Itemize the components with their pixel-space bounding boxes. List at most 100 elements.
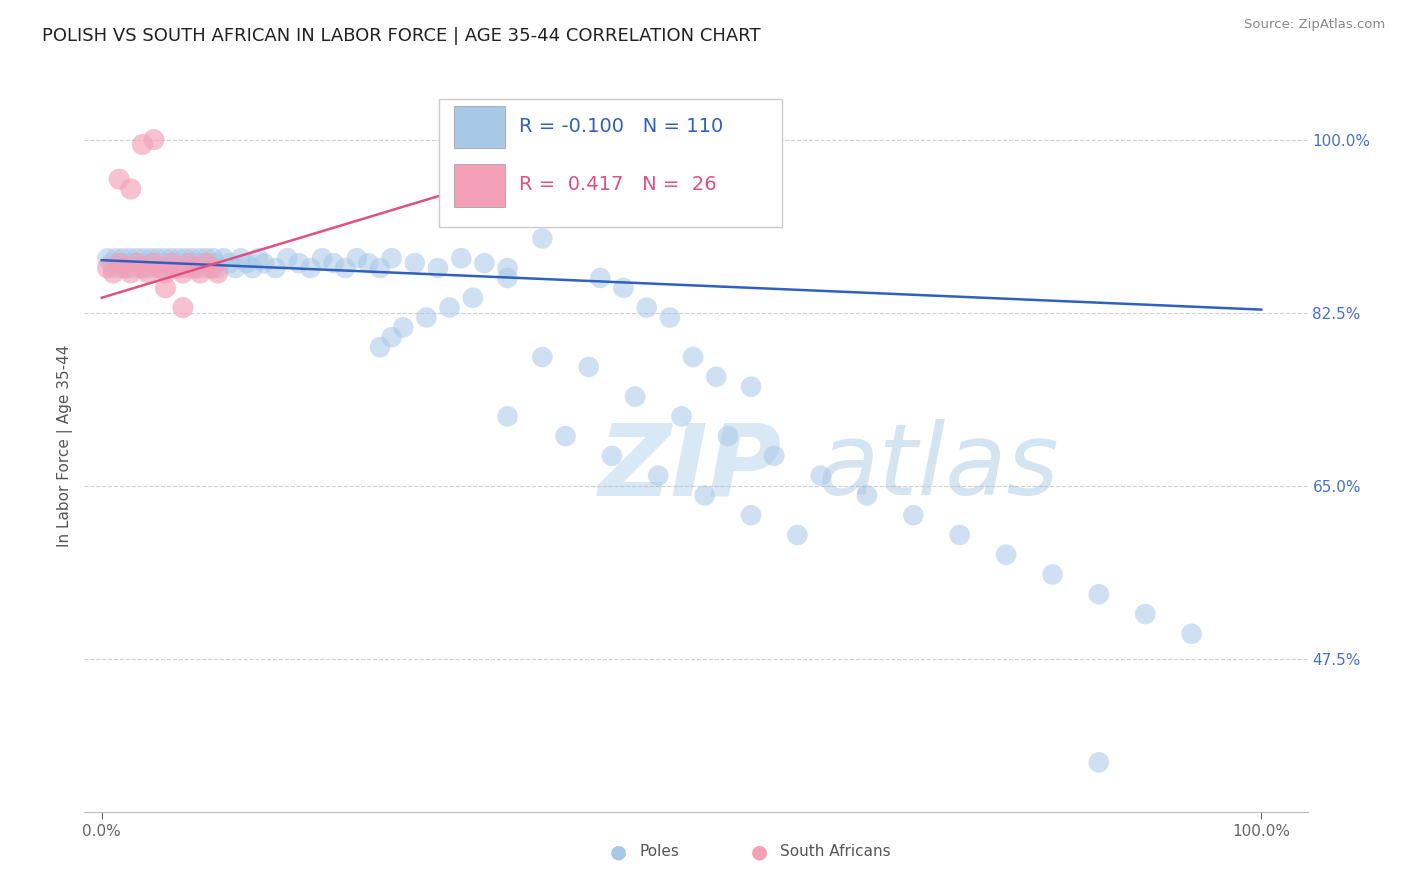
Point — [1135, 607, 1157, 621]
Point — [1088, 756, 1111, 770]
Point — [103, 261, 125, 276]
Point — [496, 261, 519, 276]
Point — [172, 261, 194, 276]
Point — [146, 251, 169, 265]
Point — [195, 256, 218, 270]
Point — [1181, 627, 1204, 641]
Point — [162, 256, 184, 270]
Point — [276, 251, 298, 265]
Point — [114, 256, 136, 270]
Point — [121, 256, 143, 270]
Point — [135, 256, 157, 270]
Point — [995, 548, 1018, 562]
Point — [439, 301, 461, 315]
Point — [183, 256, 205, 270]
Point — [658, 310, 681, 325]
Point — [195, 251, 218, 265]
FancyBboxPatch shape — [439, 98, 782, 227]
Point — [578, 359, 600, 374]
Point — [204, 256, 226, 270]
Point — [197, 256, 219, 270]
Point — [693, 488, 716, 502]
Point — [740, 380, 762, 394]
Point — [201, 261, 224, 276]
Point — [131, 137, 153, 152]
Point — [160, 251, 183, 265]
Point — [108, 256, 131, 270]
Point — [415, 310, 437, 325]
Text: atlas: atlas — [818, 419, 1060, 516]
Point — [128, 256, 150, 270]
Text: South Africans: South Africans — [780, 845, 891, 859]
Point — [224, 261, 246, 276]
Point — [149, 261, 172, 276]
Point — [682, 350, 704, 364]
Point — [357, 256, 380, 270]
Point — [1042, 567, 1064, 582]
Point — [139, 251, 162, 265]
Point — [496, 409, 519, 424]
Point — [392, 320, 415, 334]
Point — [704, 369, 727, 384]
Point — [253, 256, 276, 270]
Point — [172, 301, 194, 315]
Point — [131, 261, 153, 276]
Text: Poles: Poles — [640, 845, 679, 859]
Point — [125, 256, 148, 270]
Point — [169, 256, 191, 270]
Text: POLISH VS SOUTH AFRICAN IN LABOR FORCE | AGE 35-44 CORRELATION CHART: POLISH VS SOUTH AFRICAN IN LABOR FORCE |… — [42, 27, 761, 45]
Point — [125, 251, 148, 265]
Point — [114, 261, 136, 276]
Text: ●: ● — [610, 842, 627, 862]
Point — [589, 271, 612, 285]
Point — [474, 256, 496, 270]
Point — [647, 468, 669, 483]
Point — [1088, 587, 1111, 601]
Point — [136, 261, 159, 276]
Point — [671, 409, 693, 424]
Point — [381, 251, 404, 265]
Point — [142, 132, 165, 146]
Text: ZIP: ZIP — [598, 419, 782, 516]
Point — [107, 256, 129, 270]
Point — [166, 261, 188, 276]
Point — [120, 182, 142, 196]
Point — [264, 261, 287, 276]
Point — [100, 256, 122, 270]
Point — [763, 449, 786, 463]
Point — [183, 261, 205, 276]
Point — [186, 261, 208, 276]
Point — [346, 251, 368, 265]
Point — [786, 528, 808, 542]
Point — [143, 261, 166, 276]
Point — [311, 251, 333, 265]
Point — [96, 251, 118, 265]
Point — [174, 251, 197, 265]
Point — [103, 266, 125, 280]
Point — [129, 261, 152, 276]
Point — [96, 261, 118, 276]
Bar — [454, 164, 505, 207]
Text: Source: ZipAtlas.com: Source: ZipAtlas.com — [1244, 18, 1385, 31]
Point — [531, 231, 554, 245]
Point — [188, 251, 211, 265]
Point — [810, 468, 832, 483]
Point — [624, 390, 647, 404]
Point — [153, 251, 176, 265]
Point — [427, 261, 450, 276]
Point — [335, 261, 357, 276]
Point — [531, 350, 554, 364]
Point — [136, 266, 159, 280]
Bar — [454, 106, 505, 148]
Point — [600, 449, 623, 463]
Point — [242, 261, 264, 276]
Point — [193, 261, 215, 276]
Point — [636, 301, 658, 315]
Point — [322, 256, 344, 270]
Point — [212, 251, 235, 265]
Point — [155, 281, 177, 295]
Point — [117, 261, 139, 276]
Point — [235, 256, 257, 270]
Point — [461, 291, 484, 305]
Point — [404, 256, 426, 270]
